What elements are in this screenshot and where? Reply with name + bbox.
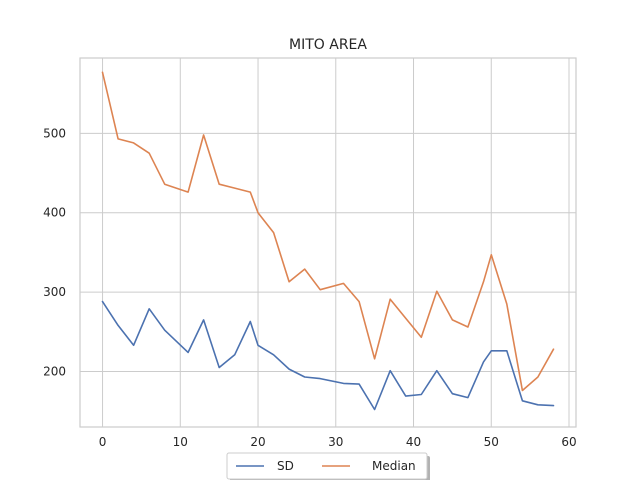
x-tick-label: 30 (328, 435, 343, 449)
legend: SD Median (226, 452, 430, 480)
y-tick-label: 300 (43, 285, 66, 299)
series-line-median (101, 71, 555, 392)
legend-label-sd: SD (277, 459, 294, 473)
series-line-sd (101, 300, 555, 411)
x-tick-label: 40 (406, 435, 421, 449)
grid (80, 58, 576, 427)
y-axis: 200 300 400 500 (43, 126, 66, 378)
x-tick-label: 50 (484, 435, 499, 449)
plot-frame (79, 57, 577, 428)
chart-title: MITO AREA (289, 37, 367, 53)
legend-label-median: Median (372, 459, 416, 473)
x-tick-label: 0 (99, 435, 107, 449)
y-tick-label: 400 (43, 206, 66, 220)
series-lines (101, 71, 555, 411)
x-tick-label: 20 (250, 435, 265, 449)
x-tick-label: 10 (173, 435, 188, 449)
y-tick-label: 200 (43, 364, 66, 378)
plot-border (79, 57, 577, 428)
x-tick-label: 60 (561, 435, 576, 449)
y-tick-label: 500 (43, 126, 66, 140)
x-axis: 0 10 20 30 40 50 60 (99, 435, 577, 449)
